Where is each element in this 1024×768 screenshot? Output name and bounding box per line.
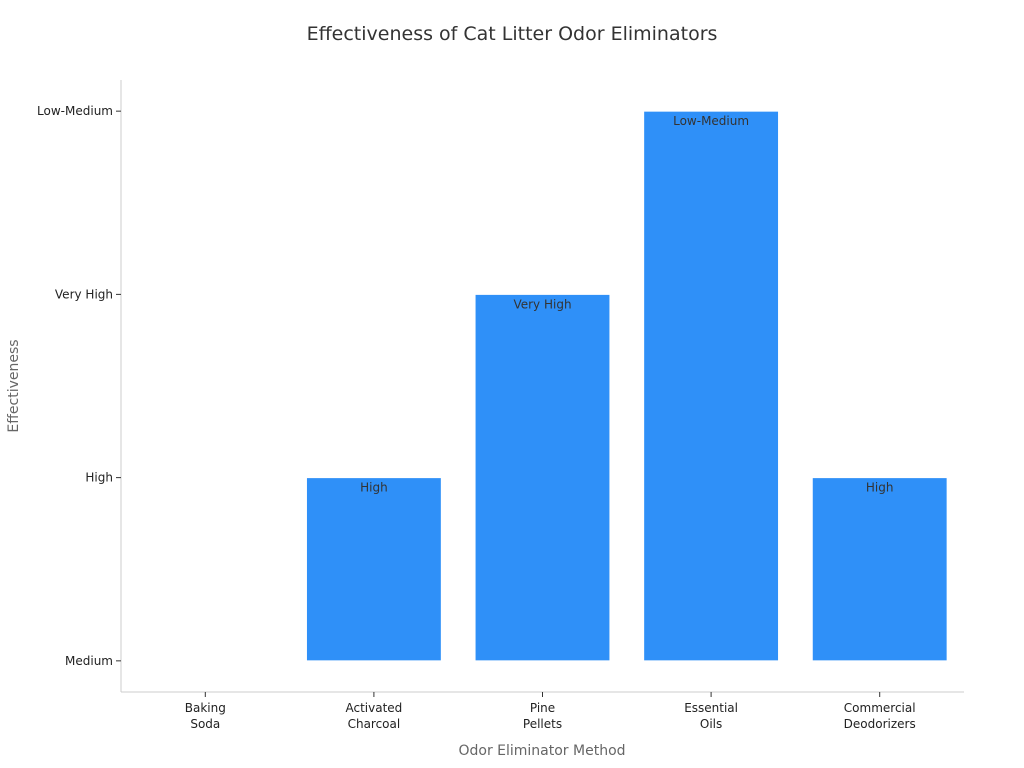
bar bbox=[811, 477, 948, 662]
bar bbox=[305, 477, 442, 662]
bar-value-label: High bbox=[360, 481, 388, 495]
y-tick-label: High bbox=[85, 471, 113, 485]
bar bbox=[474, 293, 611, 662]
bar-value-label: Low-Medium bbox=[673, 114, 749, 128]
chart-title: Effectiveness of Cat Litter Odor Elimina… bbox=[307, 23, 718, 45]
x-tick-label: Essential Oils bbox=[684, 701, 738, 731]
y-tick-label: Low-Medium bbox=[37, 104, 113, 118]
y-axis-title: Effectiveness bbox=[6, 339, 22, 432]
x-tick-label: Baking Soda bbox=[185, 701, 226, 731]
x-tick-label: Pine Pellets bbox=[523, 701, 562, 731]
bar bbox=[643, 110, 780, 662]
y-tick-label: Medium bbox=[65, 654, 113, 668]
x-tick-label: Commercial Deodorizers bbox=[844, 701, 916, 731]
y-tick-label: Very High bbox=[55, 287, 113, 301]
x-axis-title: Odor Eliminator Method bbox=[458, 743, 625, 759]
x-tick-label: Activated Charcoal bbox=[346, 701, 403, 731]
bar-value-label: High bbox=[866, 481, 894, 495]
bar-value-label: Very High bbox=[513, 297, 571, 311]
